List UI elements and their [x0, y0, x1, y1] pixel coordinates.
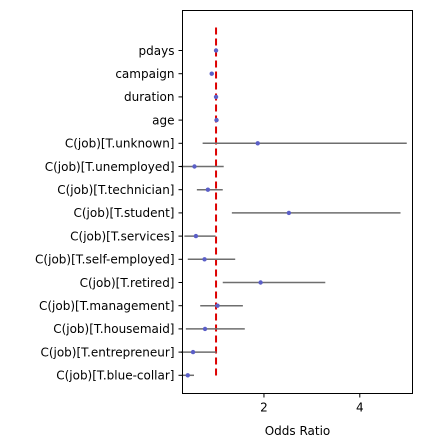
- y-tick-label: C(job)[T.management]: [39, 299, 175, 313]
- y-tick-label: C(job)[T.entrepreneur]: [40, 345, 174, 359]
- plot-frame: [182, 10, 413, 394]
- odds-ratio-point: [193, 233, 199, 239]
- y-tick-label: C(job)[T.student]: [74, 206, 175, 220]
- x-tick-label: 4: [356, 401, 364, 415]
- odds-ratio-point: [202, 257, 207, 262]
- odds-ratio-point: [255, 141, 260, 146]
- y-tick-label: C(job)[T.unknown]: [65, 137, 175, 151]
- odds-ratio-point: [209, 71, 214, 76]
- y-tick-label: C(job)[T.housemaid]: [53, 322, 174, 336]
- odds-ratio-point: [185, 373, 190, 378]
- y-tick-label: age: [152, 113, 174, 127]
- odds-ratio-point: [205, 187, 211, 192]
- y-tick-label: C(job)[T.retired]: [80, 276, 175, 290]
- odds-ratio-point: [213, 48, 219, 53]
- x-tick-label: 2: [260, 401, 268, 415]
- odds-ratio-point: [202, 326, 208, 332]
- odds-ratio-point: [258, 280, 263, 285]
- y-tick-label: C(job)[T.services]: [70, 229, 174, 243]
- odds-ratio-point: [213, 94, 219, 100]
- odds-ratio-point: [214, 117, 219, 123]
- odds-ratio-point: [192, 164, 197, 169]
- odds-ratio-point: [215, 303, 220, 308]
- y-tick-label: campaign: [115, 67, 174, 81]
- y-tick-label: duration: [124, 90, 175, 104]
- odds-ratio-point: [190, 349, 196, 355]
- y-tick-label: C(job)[T.self-employed]: [35, 253, 174, 267]
- y-tick-label: C(job)[T.technician]: [57, 183, 174, 197]
- odds-ratio-point: [286, 210, 292, 216]
- y-tick-label: C(job)[T.blue-collar]: [56, 369, 174, 383]
- y-tick-label: C(job)[T.unemployed]: [45, 160, 175, 174]
- x-axis-title: Odds Ratio: [265, 424, 331, 438]
- y-tick-label: pdays: [139, 44, 175, 58]
